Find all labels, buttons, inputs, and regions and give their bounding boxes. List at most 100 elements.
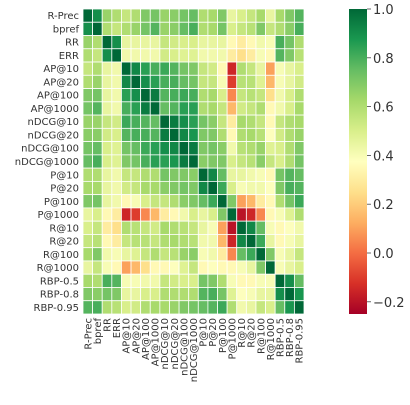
heatmap-cell bbox=[197, 234, 209, 249]
heatmap-cell bbox=[207, 180, 218, 196]
heatmap-cell bbox=[226, 61, 238, 76]
heatmap-cell bbox=[82, 300, 94, 315]
heatmap-cell bbox=[255, 61, 266, 76]
heatmap-cell bbox=[284, 247, 295, 262]
colorbar-tick-label: 0.8 bbox=[373, 52, 394, 67]
heatmap-cell bbox=[101, 220, 113, 235]
heatmap-cell bbox=[149, 74, 161, 89]
heatmap-cell bbox=[159, 180, 170, 196]
heatmap-cell bbox=[140, 101, 151, 116]
heatmap-cell bbox=[245, 74, 257, 89]
heatmap-cell bbox=[92, 35, 103, 50]
heatmap-cell bbox=[159, 287, 170, 302]
heatmap-cell bbox=[245, 273, 257, 288]
heatmap-cell bbox=[265, 127, 276, 143]
y-tick-label: nDCG@10 bbox=[28, 117, 80, 128]
heatmap-cell bbox=[178, 287, 190, 302]
heatmap-cell bbox=[226, 287, 238, 302]
heatmap-cell bbox=[236, 154, 247, 169]
heatmap-cell bbox=[255, 35, 266, 50]
heatmap-cell bbox=[111, 287, 122, 302]
heatmap-cell bbox=[111, 127, 122, 143]
heatmap-cell bbox=[130, 180, 142, 196]
heatmap-cell bbox=[130, 35, 142, 50]
heatmap-cell bbox=[169, 127, 180, 143]
heatmap-cell bbox=[178, 194, 190, 209]
heatmap-cell bbox=[159, 167, 170, 182]
heatmap-cell bbox=[178, 154, 190, 169]
heatmap-cell bbox=[82, 48, 94, 63]
heatmap-cell bbox=[178, 247, 190, 262]
heatmap-cell bbox=[255, 194, 266, 209]
heatmap-cell bbox=[265, 287, 276, 302]
heatmap-cell bbox=[169, 74, 180, 89]
heatmap-cell bbox=[255, 260, 266, 275]
heatmap-cell bbox=[217, 141, 228, 156]
heatmap-cell bbox=[265, 74, 276, 89]
heatmap-cell bbox=[236, 35, 247, 50]
heatmap-cell bbox=[236, 207, 247, 222]
heatmap-cell bbox=[159, 21, 170, 36]
heatmap-cell bbox=[101, 48, 113, 63]
heatmap-cell bbox=[178, 220, 190, 235]
heatmap-cell bbox=[245, 101, 257, 116]
heatmap-cell bbox=[265, 273, 276, 288]
heatmap-cell bbox=[274, 247, 286, 262]
heatmap-cell bbox=[159, 74, 170, 89]
heatmap-cell bbox=[82, 247, 94, 262]
heatmap-cell bbox=[82, 21, 94, 36]
heatmap-cell bbox=[236, 180, 247, 196]
heatmap-cell bbox=[159, 127, 170, 143]
heatmap-cell bbox=[245, 48, 257, 63]
heatmap-cell bbox=[255, 74, 266, 89]
x-tick-label: RBP-0.8 bbox=[285, 318, 296, 357]
heatmap-cell bbox=[178, 48, 190, 63]
heatmap-cell bbox=[226, 101, 238, 116]
heatmap-cell bbox=[207, 207, 218, 222]
heatmap-cell bbox=[130, 287, 142, 302]
heatmap-cell bbox=[255, 180, 266, 196]
heatmap-cell bbox=[207, 220, 218, 235]
colorbar-tick-label: 1.0 bbox=[373, 3, 394, 18]
heatmap-cell bbox=[188, 300, 199, 315]
x-tick-label: nDCG@10 bbox=[160, 318, 171, 370]
heatmap-cell bbox=[101, 8, 113, 23]
heatmap-cell bbox=[121, 167, 132, 182]
heatmap-cell bbox=[140, 127, 151, 143]
heatmap-cell bbox=[111, 234, 122, 249]
x-tick-label: RBP-0.5 bbox=[275, 318, 286, 357]
heatmap-cell bbox=[188, 114, 199, 129]
heatmap-cell bbox=[255, 127, 266, 143]
heatmap-cell bbox=[149, 260, 161, 275]
heatmap-cell bbox=[92, 273, 103, 288]
colorbar-tick-label: 0.2 bbox=[373, 198, 394, 213]
heatmap-cell bbox=[178, 61, 190, 76]
heatmap-cell bbox=[188, 247, 199, 262]
heatmap-cell bbox=[265, 21, 276, 36]
heatmap-cell bbox=[217, 207, 228, 222]
heatmap-cell bbox=[159, 154, 170, 169]
x-tick-label: R@1000 bbox=[266, 318, 277, 360]
heatmap-cell bbox=[284, 127, 295, 143]
heatmap-cell bbox=[217, 48, 228, 63]
heatmap-cell bbox=[284, 35, 295, 50]
heatmap-cell bbox=[217, 273, 228, 288]
heatmap-cell bbox=[169, 114, 180, 129]
heatmap-cell bbox=[159, 48, 170, 63]
heatmap-cell bbox=[245, 300, 257, 315]
heatmap-cell bbox=[140, 234, 151, 249]
heatmap-cell bbox=[149, 300, 161, 315]
y-tick-label: RBP-0.95 bbox=[34, 303, 80, 314]
heatmap-cell bbox=[226, 154, 238, 169]
heatmap-cell bbox=[217, 154, 228, 169]
heatmap-cell bbox=[245, 35, 257, 50]
colorbar-tick-label: 0.0 bbox=[373, 247, 394, 262]
heatmap-cell bbox=[217, 35, 228, 50]
heatmap-cell bbox=[92, 247, 103, 262]
heatmap-cells bbox=[82, 8, 305, 315]
heatmap-cell bbox=[255, 48, 266, 63]
heatmap-cell bbox=[284, 61, 295, 76]
heatmap-cell bbox=[265, 141, 276, 156]
x-tick-label: RBP-0.95 bbox=[295, 318, 306, 364]
heatmap-cell bbox=[140, 61, 151, 76]
